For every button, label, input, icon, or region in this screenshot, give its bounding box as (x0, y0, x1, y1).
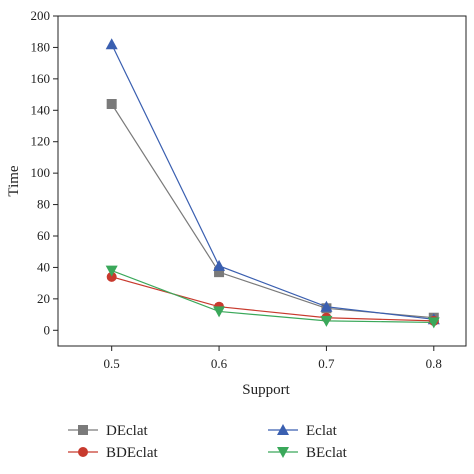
series-eclat (105, 38, 440, 325)
legend-marker (78, 447, 88, 457)
series-line-bdeclat (111, 276, 434, 322)
y-tick-label: 80 (37, 197, 50, 212)
data-point-declat (106, 99, 117, 109)
series-beclat (105, 265, 440, 329)
plot-frame (57, 15, 467, 347)
legend: DEclat Eclat BDEclat BEclat (68, 423, 348, 461)
y-tick-label: 20 (37, 291, 50, 306)
data-point-eclat (320, 300, 333, 312)
data-point-eclat (105, 38, 118, 50)
legend-marker (78, 425, 88, 435)
legend-item-bdeclat: BDEclat (68, 445, 158, 461)
data-point-beclat (105, 265, 118, 277)
y-tick-label: 60 (37, 228, 50, 243)
x-tick-label: 0.5 (104, 356, 120, 371)
y-tick-label: 0 (44, 322, 51, 337)
data-point-beclat (320, 315, 333, 327)
y-tick-label: 140 (31, 102, 51, 117)
x-axis: 0.5 0.6 0.7 0.8 (104, 346, 442, 371)
y-tick-label: 160 (31, 71, 51, 86)
legend-marker (277, 447, 289, 458)
data-point-eclat (213, 259, 226, 271)
plot-border (57, 15, 467, 347)
y-axis: 0 20 40 60 80 100 120 140 160 180 200 (31, 8, 58, 337)
legend-label: Eclat (306, 423, 338, 439)
legend-label: BDEclat (106, 445, 158, 461)
data-point-declat (214, 267, 225, 278)
series-bdeclat (106, 271, 439, 326)
legend-item-declat: DEclat (68, 423, 148, 439)
y-tick-label: 180 (31, 39, 51, 54)
x-tick-label: 0.7 (318, 356, 335, 371)
x-axis-title: Support (242, 382, 290, 398)
legend-item-eclat: Eclat (268, 423, 338, 439)
data-point-beclat (427, 317, 440, 329)
legend-label: DEclat (106, 423, 148, 439)
y-tick-label: 120 (31, 134, 51, 149)
series-line-beclat (111, 270, 434, 324)
y-tick-label: 200 (31, 8, 51, 23)
series-line-eclat (111, 44, 434, 320)
x-tick-label: 0.6 (211, 356, 228, 371)
y-tick-label: 100 (31, 165, 51, 180)
legend-marker (277, 424, 289, 435)
y-tick-label: 40 (37, 259, 50, 274)
series-layer (105, 38, 440, 329)
legend-item-beclat: BEclat (268, 445, 348, 461)
y-axis-title: Time (6, 165, 22, 196)
data-point-bdeclat (106, 271, 117, 282)
x-tick-label: 0.8 (426, 356, 442, 371)
legend-label: BEclat (306, 445, 348, 461)
data-point-beclat (213, 306, 226, 318)
